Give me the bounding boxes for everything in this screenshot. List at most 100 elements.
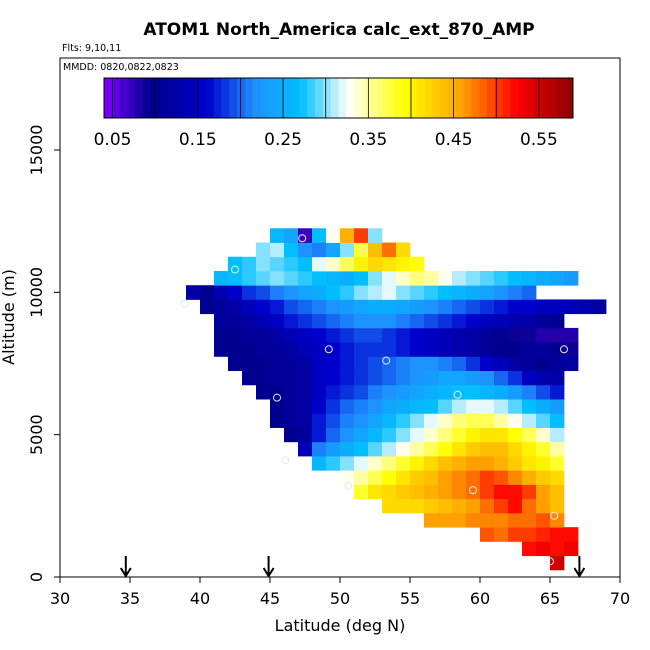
heatmap-cell [228,299,243,315]
heatmap-cell [550,456,565,471]
heatmap-cell [396,370,411,386]
heatmap-cell [312,342,327,357]
heatmap-cell [564,527,579,542]
heatmap-cell [522,427,537,443]
heatmap-cell [522,527,537,542]
heatmap-cell [452,327,467,343]
heatmap-cell [396,456,411,471]
heatmap-cell [536,441,551,457]
heatmap-cell [368,242,383,258]
heatmap-cell [508,484,523,500]
heatmap-cell [368,470,383,485]
x-tick-label: 35 [120,589,140,608]
heatmap-cell [536,299,551,315]
heatmap-cell [536,541,551,557]
down-arrow [262,556,275,578]
heatmap-cell [522,541,537,557]
heatmap-cell [284,370,299,386]
heatmap-cell [396,441,411,457]
heatmap-cell [508,399,523,414]
heatmap-cell [438,313,453,329]
down-arrow [573,556,586,578]
heatmap-cell [452,313,467,329]
colorbar-swatch [330,78,339,118]
colorbar-swatch [408,78,418,118]
colorbar-swatch [189,78,199,118]
heatmap-cell [242,370,257,386]
arrow-head [573,567,586,578]
heatmap-cell [424,470,439,485]
colorbar-swatch [166,78,175,118]
arrow-head [262,567,275,578]
heatmap-cell [550,399,565,414]
heatmap-cell [480,356,495,372]
colorbar-swatch [346,78,355,118]
heatmap-cell [396,327,411,343]
heatmap-cell [396,242,411,258]
heatmap-cell [368,456,383,471]
heatmap-cell [438,299,453,315]
heatmap-cell [340,427,355,443]
heatmap-cell [396,313,411,329]
heatmap-cell [256,299,271,315]
heatmap-cell [536,399,551,414]
heatmap-cell [410,342,425,357]
heatmap-cell [382,356,397,372]
heatmap-cell [452,470,467,485]
heatmap-cell [340,356,355,372]
colorbar-swatch [205,78,214,118]
colorbar-swatch [565,78,574,118]
heatmap-cell [424,413,439,428]
heatmap-cell [536,356,551,372]
flight-point [273,393,281,402]
heatmap-cell [298,270,313,286]
heatmap-cell [508,441,523,457]
heatmap-cell [298,256,313,272]
heatmap-cell [270,327,285,343]
colorbar-swatch [315,78,324,118]
heatmap-cell [368,356,383,372]
heatmap-cell [466,270,481,286]
colorbar-tick-label: 0.15 [179,130,217,150]
heatmap-cell [424,299,439,315]
heatmap-cell [438,285,453,300]
heatmap-cell [410,270,425,286]
heatmap-cell [536,370,551,386]
flight-point [550,511,559,520]
heatmap-cell [564,356,579,372]
heatmap-cell [312,299,327,315]
y-tick-label: 5000 [27,414,46,455]
heatmap-cell [550,541,565,557]
heatmap-cell [340,285,355,300]
heatmap-cell [550,527,565,542]
heatmap-cell [438,342,453,357]
heatmap-cell [368,370,383,386]
colorbar-tick-label: 0.55 [520,130,558,150]
heatmap-cell [326,270,341,286]
heatmap-cell [494,370,509,386]
heatmap-cell [298,384,313,400]
heatmap-cell [340,399,355,414]
heatmap-cell [298,299,313,315]
heatmap-cell [550,342,565,357]
heatmap-cell [592,299,607,315]
heatmap-cell [508,512,523,528]
heatmap-cell [494,356,509,372]
heatmap-cell [550,327,565,343]
heatmap-cell [494,441,509,457]
heatmap-cell [214,342,229,357]
heatmap-cell [312,441,327,457]
heatmap-cell [354,413,369,428]
y-tick-label: 10000 [27,267,46,318]
heatmap-cell [298,413,313,428]
x-tick-label: 50 [330,589,350,608]
heatmap-cell [466,498,481,514]
heatmap-cell [298,427,313,443]
heatmap-cell [284,399,299,414]
chart-title: ATOM1 North_America calc_ext_870_AMP [143,20,534,40]
heatmap-cell [438,512,453,528]
heatmap-cell [438,327,453,343]
heatmap-cell [396,356,411,372]
heatmap-cell [228,356,243,372]
heatmap-cell [410,313,425,329]
